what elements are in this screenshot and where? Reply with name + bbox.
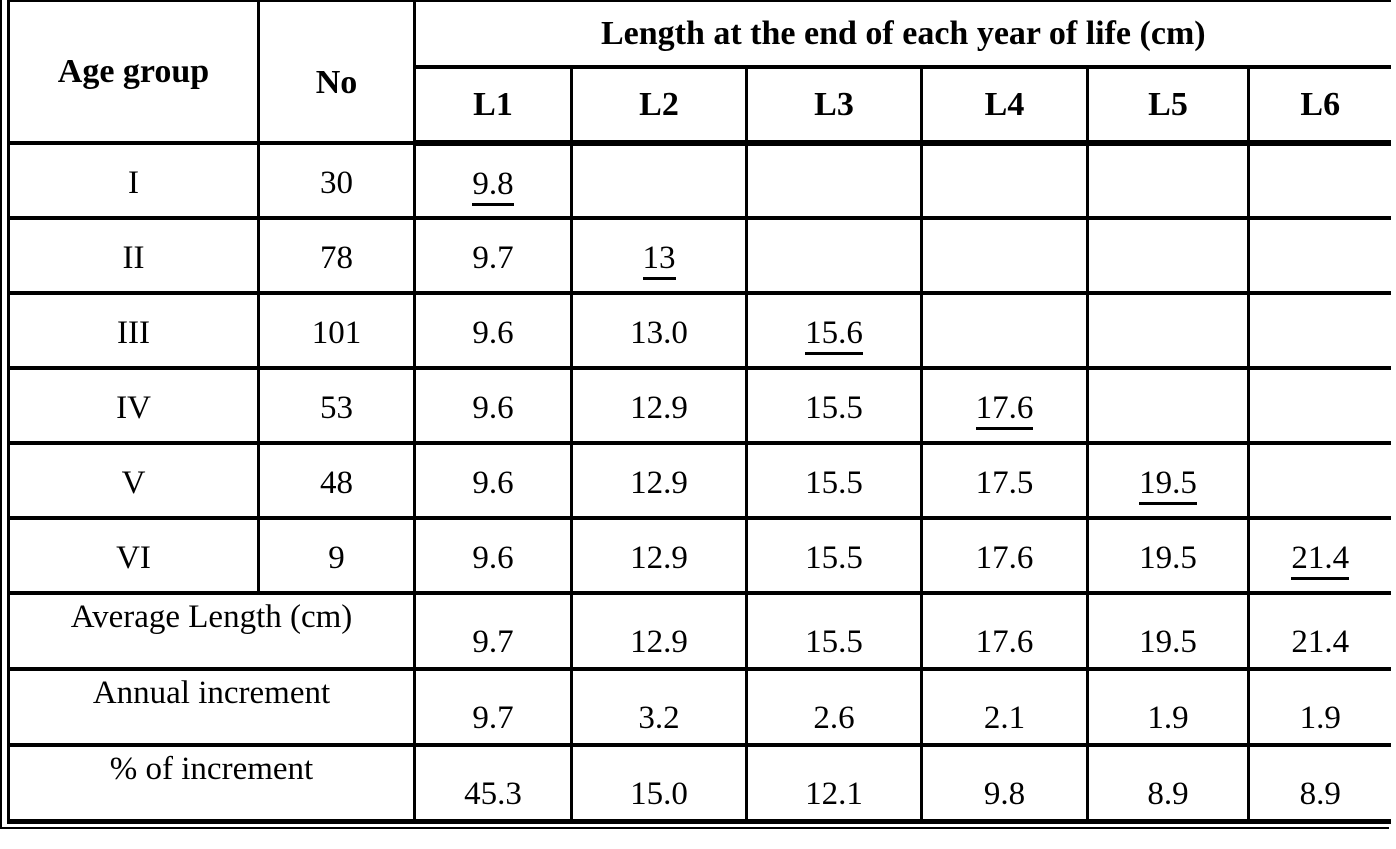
underlined-value: 15.6 — [805, 315, 863, 355]
cell-l3: 2.6 — [745, 667, 923, 747]
table-header-row-span: Age group No Length at the end of each y… — [7, 1, 1391, 145]
header-l1: L1 — [413, 65, 573, 146]
cell-l2: 12.9 — [570, 516, 748, 595]
cell-l1: 9.7 — [413, 216, 573, 295]
cell-l1: 9.7 — [413, 667, 573, 747]
table-row-percent-increment: % of increment 45.3 15.0 12.1 9.8 8.9 8.… — [7, 743, 1391, 823]
cell-l5 — [1086, 216, 1250, 295]
cell-l3: 15.5 — [745, 516, 923, 595]
cell-l4: 17.6 — [920, 591, 1089, 671]
cell-l2: 12.9 — [570, 366, 748, 445]
cell-l6 — [1246, 441, 1391, 520]
cell-l1: 45.3 — [413, 743, 573, 823]
cell-l5: 19.5 — [1086, 516, 1250, 595]
cell-l5 — [1086, 366, 1250, 445]
cell-l6: 1.9 — [1246, 667, 1391, 747]
cell-age-group: V — [7, 441, 260, 520]
cell-l5: 1.9 — [1086, 667, 1250, 747]
header-length-span: Length at the end of each year of life (… — [412, 1, 1391, 69]
cell-l2: 13 — [570, 216, 748, 295]
cell-l3: 15.6 — [745, 291, 923, 370]
cell-l4 — [920, 141, 1089, 220]
cell-l3: 15.5 — [745, 441, 923, 520]
growth-table: Age group No Length at the end of each y… — [7, 0, 1391, 824]
cell-l4: 17.5 — [920, 441, 1089, 520]
cell-l2: 13.0 — [570, 291, 748, 370]
cell-age-group: II — [7, 216, 260, 295]
cell-no: 9 — [257, 516, 416, 595]
cell-l1: 9.6 — [413, 516, 573, 595]
table-header-row-cols: L1 L2 L3 L4 L5 L6 — [9, 65, 1391, 146]
growth-table-container: Age group No Length at the end of each y… — [0, 0, 1391, 829]
header-l5: L5 — [1086, 65, 1250, 146]
cell-no: 78 — [257, 216, 416, 295]
cell-age-group: III — [7, 291, 260, 370]
cell-l6: 21.4 — [1246, 591, 1391, 671]
underlined-value: 17.6 — [975, 390, 1034, 430]
cell-l2: 12.9 — [570, 591, 748, 671]
cell-l3 — [745, 141, 923, 220]
cell-l6 — [1246, 291, 1391, 370]
table-row-age-I: I 30 9.8 — [7, 141, 1391, 220]
cell-l3: 15.5 — [745, 591, 923, 671]
footer-label-average-length: Average Length (cm) — [7, 591, 416, 671]
cell-l6 — [1246, 366, 1391, 445]
header-l4: L4 — [920, 65, 1089, 146]
cell-l2: 15.0 — [570, 743, 748, 823]
header-l2: L2 — [570, 65, 748, 146]
table-row-age-V: V 48 9.6 12.9 15.5 17.5 19.5 — [7, 441, 1391, 520]
cell-age-group: VI — [7, 516, 260, 595]
underlined-value: 19.5 — [1139, 465, 1197, 505]
cell-age-group: IV — [7, 366, 260, 445]
cell-l5 — [1086, 141, 1250, 220]
cell-l1: 9.6 — [413, 366, 573, 445]
cell-l6 — [1246, 141, 1391, 220]
table-row-age-III: III 101 9.6 13.0 15.6 — [7, 291, 1391, 370]
cell-l1: 9.7 — [413, 591, 573, 671]
cell-l4 — [920, 216, 1089, 295]
cell-l5: 19.5 — [1086, 441, 1250, 520]
underlined-value: 13 — [642, 240, 676, 280]
cell-l6: 21.4 — [1246, 516, 1391, 595]
underlined-value: 21.4 — [1291, 540, 1350, 580]
cell-l3 — [745, 216, 923, 295]
cell-l3: 15.5 — [745, 366, 923, 445]
cell-l3: 12.1 — [745, 743, 923, 823]
header-l3: L3 — [745, 65, 923, 146]
cell-l5 — [1086, 291, 1250, 370]
table-row-age-II: II 78 9.7 13 — [7, 216, 1391, 295]
cell-l4 — [920, 291, 1089, 370]
cell-l5: 19.5 — [1086, 591, 1250, 671]
header-age-group: Age group — [7, 1, 260, 145]
cell-age-group: I — [7, 141, 260, 220]
footer-label-percent-increment: % of increment — [7, 743, 416, 823]
underlined-value: 9.8 — [472, 165, 514, 206]
table-row-age-IV: IV 53 9.6 12.9 15.5 17.6 — [7, 366, 1391, 445]
cell-l1: 9.8 — [413, 141, 573, 220]
cell-l4: 2.1 — [920, 667, 1089, 747]
cell-l6: 8.9 — [1246, 743, 1391, 823]
header-l6: L6 — [1246, 65, 1391, 146]
cell-l4: 9.8 — [920, 743, 1089, 823]
cell-l4: 17.6 — [920, 516, 1089, 595]
cell-l1: 9.6 — [413, 441, 573, 520]
table-row-age-VI: VI 9 9.6 12.9 15.5 17.6 19.5 21.4 — [7, 516, 1391, 595]
cell-no: 101 — [257, 291, 416, 370]
cell-l2: 3.2 — [570, 667, 748, 747]
cell-l5: 8.9 — [1086, 743, 1250, 823]
cell-l6 — [1246, 216, 1391, 295]
cell-l2 — [570, 141, 748, 220]
cell-l2: 12.9 — [570, 441, 748, 520]
header-no: No — [257, 1, 416, 145]
cell-no: 53 — [257, 366, 416, 445]
cell-no: 30 — [257, 141, 416, 220]
cell-l4: 17.6 — [920, 366, 1089, 445]
table-row-average-length: Average Length (cm) 9.7 12.9 15.5 17.6 1… — [7, 591, 1391, 671]
table-row-annual-increment: Annual increment 9.7 3.2 2.6 2.1 1.9 1.9 — [7, 667, 1391, 747]
cell-no: 48 — [257, 441, 416, 520]
footer-label-annual-increment: Annual increment — [7, 667, 416, 747]
cell-l1: 9.6 — [413, 291, 573, 370]
